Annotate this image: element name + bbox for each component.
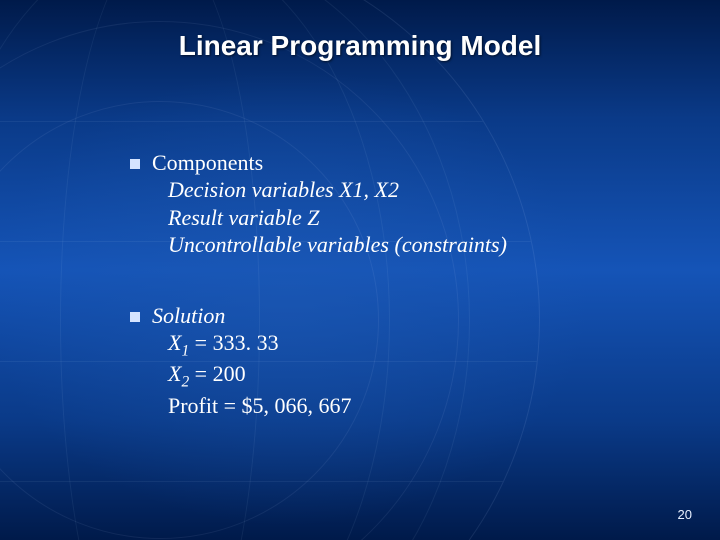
var-x: X <box>168 330 181 355</box>
var-sub: 1 <box>181 342 189 359</box>
bullet-line: X1 = 333. 33 <box>168 329 650 361</box>
bullet-line: Uncontrollable variables (constraints) <box>168 231 650 259</box>
bullet-head: Solution <box>152 303 225 329</box>
var-val: = 333. 33 <box>189 330 278 355</box>
slide-title: Linear Programming Model <box>0 30 720 62</box>
bullet-line: Profit = $5, 066, 667 <box>168 392 650 420</box>
bullet-line: Result variable Z <box>168 204 650 232</box>
bullet-item: Solution X1 = 333. 33 X2 = 200 Profit = … <box>130 303 650 420</box>
var-sub: 2 <box>181 374 189 391</box>
var-val: = 200 <box>189 361 245 386</box>
page-number: 20 <box>678 507 692 522</box>
square-bullet-icon <box>130 159 140 169</box>
bullet-item: Components Decision variables X1, X2 Res… <box>130 150 650 259</box>
slide: Linear Programming Model Components Deci… <box>0 0 720 540</box>
square-bullet-icon <box>130 312 140 322</box>
slide-body: Components Decision variables X1, X2 Res… <box>130 150 650 463</box>
bullet-line: X2 = 200 <box>168 360 650 392</box>
var-x: X <box>168 361 181 386</box>
bullet-head: Components <box>152 150 263 176</box>
bullet-line: Decision variables X1, X2 <box>168 176 650 204</box>
